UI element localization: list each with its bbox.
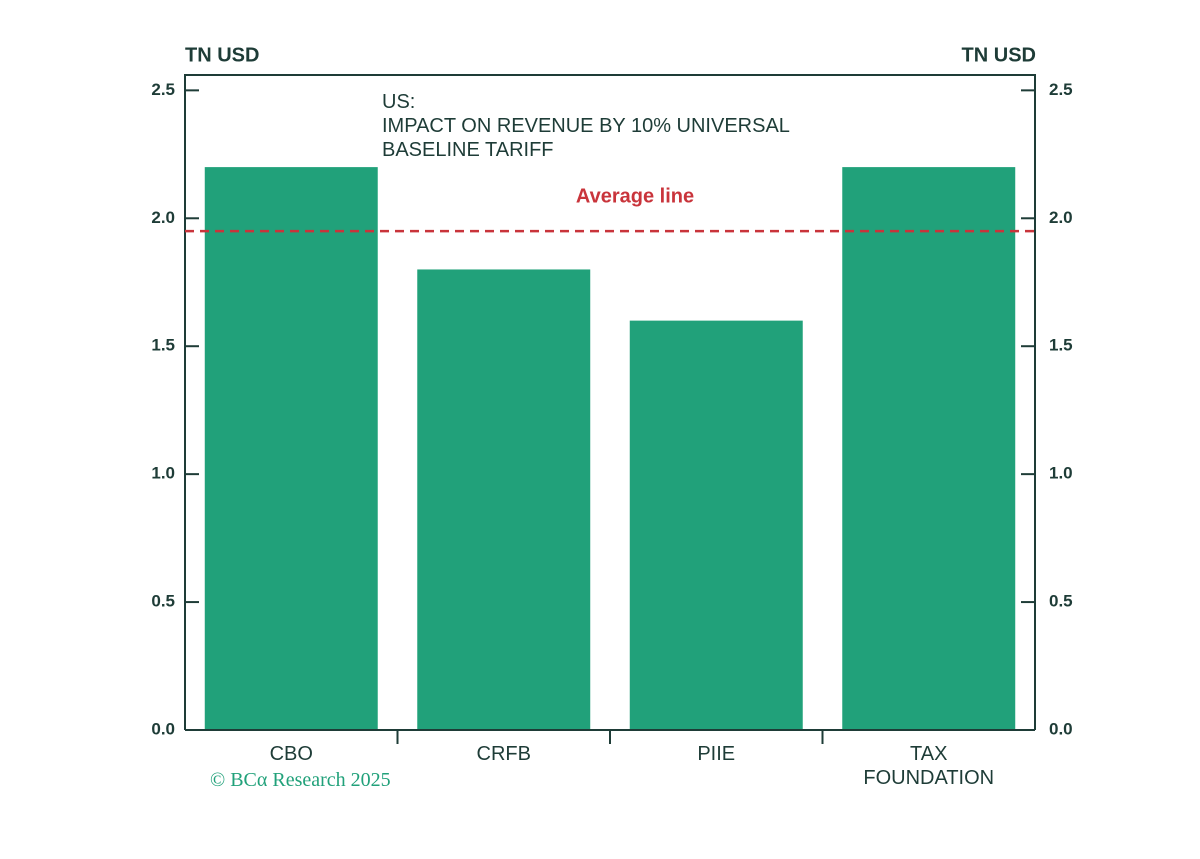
chart-title: US: (382, 91, 416, 113)
y2-tick-label: 1.0 (1049, 464, 1073, 483)
x-tick-label: PIIE (697, 743, 736, 765)
x-tick-label: CBO (269, 743, 313, 765)
y-tick-label: 0.5 (151, 592, 175, 611)
y2-tick-label: 2.0 (1049, 208, 1073, 227)
y2-axis-label: TN USD (962, 44, 1036, 66)
x-tick-label: CRFB (476, 743, 531, 765)
title-block: US: IMPACT ON REVENUE BY 10% UNIVERSAL B… (382, 90, 842, 162)
bar (842, 167, 1016, 730)
y2-tick-label: 0.0 (1049, 719, 1073, 738)
axis-frame (184, 74, 1036, 730)
x-tick-label: TAX FOUNDATION (863, 743, 995, 789)
y2-tick-label: 2.5 (1049, 80, 1073, 99)
y-tick-label: 1.5 (151, 336, 175, 355)
y-tick-label: 1.0 (151, 464, 175, 483)
bar (204, 167, 378, 730)
bar (417, 269, 591, 730)
average-label: Average line (576, 185, 694, 207)
y-axis-label: TN USD (185, 44, 259, 66)
y2-tick-label: 1.5 (1049, 336, 1073, 355)
y-tick-label: 2.0 (151, 208, 175, 227)
y-tick-label: 2.5 (151, 80, 175, 99)
chart-subtitle: IMPACT ON REVENUE BY 10% UNIVERSAL BASEL… (382, 115, 790, 161)
bar (629, 320, 803, 730)
source: © BCα Research 2025 (210, 769, 391, 791)
y-tick-label: 0.0 (151, 719, 175, 738)
y2-tick-label: 0.5 (1049, 592, 1073, 611)
